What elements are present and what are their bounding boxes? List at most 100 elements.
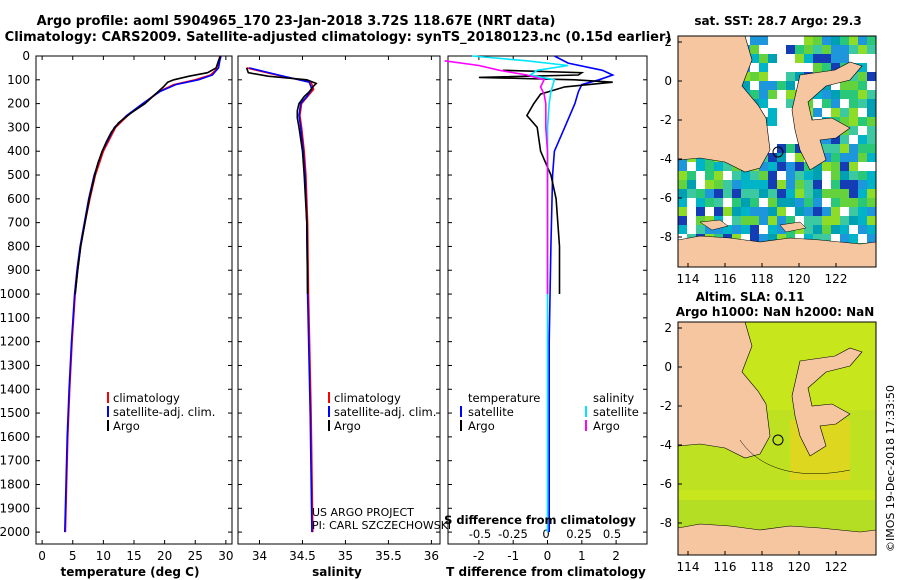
sst-pixel (705, 180, 714, 189)
depth-tick-label: 0 (22, 49, 30, 63)
sst-pixel (867, 90, 876, 99)
sst-pixel (723, 180, 732, 189)
sst-pixel (849, 99, 858, 108)
title-line-1: Argo profile: aoml 5904965_170 23-Jan-20… (37, 14, 556, 29)
sst-pixel (777, 198, 786, 207)
map-x-tick-label: 120 (788, 272, 811, 286)
sst-pixel (858, 153, 867, 162)
sst-pixel (849, 180, 858, 189)
sst-pixel (714, 198, 723, 207)
sst-pixel (858, 72, 867, 81)
sst-pixel (813, 234, 822, 243)
map2-frame (677, 321, 877, 556)
legend-s-argo: Argo (593, 419, 620, 433)
sst-pixel (858, 225, 867, 234)
sst-pixel (822, 54, 831, 63)
x-tick-label: 10 (96, 549, 111, 563)
sst-pixel (759, 207, 768, 216)
map-y-tick-label: -6 (660, 191, 672, 205)
map-y-tick-label: 2 (664, 321, 672, 335)
x-tick-label: 0 (38, 549, 46, 563)
depth-tick-label: 1900 (0, 501, 30, 515)
sst-pixel (741, 225, 750, 234)
legend-s-satellite: satellite (593, 405, 639, 419)
sst-pixel (696, 198, 705, 207)
sst-pixel (786, 216, 795, 225)
map-x-tick-label: 120 (788, 560, 811, 574)
sst-pixel (804, 54, 813, 63)
sst-pixel (840, 234, 849, 243)
sst-pixel (867, 180, 876, 189)
salinity-legend: climatology satellite-adj. clim. Argo (328, 391, 436, 433)
sst-pixel (786, 171, 795, 180)
sst-pixel (768, 207, 777, 216)
depth-tick-label: 800 (7, 239, 30, 253)
salinity-axis-label: salinity (312, 565, 362, 579)
sst-pixel (813, 36, 822, 45)
sst-pixel (831, 216, 840, 225)
legend-swatch-s-satellite (585, 406, 587, 417)
sst-pixel (849, 162, 858, 171)
map-y-tick-label: -8 (660, 230, 672, 244)
difference-series-s-satellite (471, 55, 569, 533)
map-x-tick-label: 116 (714, 560, 737, 574)
sst-pixel (858, 144, 867, 153)
sst-pixel (822, 216, 831, 225)
temperature-series-argo (74, 55, 222, 295)
sst-pixel (840, 216, 849, 225)
sst-pixel (714, 171, 723, 180)
depth-tick-label: 200 (7, 97, 30, 111)
x-tick-label: -1 (507, 549, 519, 563)
sst-pixel (759, 63, 768, 72)
sst-pixel (831, 144, 840, 153)
x-tick-label: 35.5 (375, 549, 402, 563)
sst-pixel (795, 45, 804, 54)
sst-pixel (714, 162, 723, 171)
sst-pixel (804, 36, 813, 45)
sst-pixel (741, 189, 750, 198)
map-x-tick-label: 116 (714, 272, 737, 286)
sst-pixel (849, 126, 858, 135)
sst-pixel (786, 180, 795, 189)
sst-pixel (858, 90, 867, 99)
sst-pixel (867, 45, 876, 54)
map-x-tick-label: 114 (677, 560, 700, 574)
sst-pixel (867, 171, 876, 180)
legend-swatch-t-satellite (460, 406, 462, 417)
sst-pixel (813, 108, 822, 117)
sst-pixel (786, 72, 795, 81)
bathymetry-contour (739, 439, 851, 474)
sst-pixel (840, 90, 849, 99)
legend-swatch-satellite (107, 406, 109, 417)
sst-pixel (732, 198, 741, 207)
sst-pixel (858, 198, 867, 207)
sst-pixel (840, 171, 849, 180)
sst-pixel (750, 180, 759, 189)
salinity-panel (237, 55, 441, 545)
sst-pixel (750, 54, 759, 63)
sst-pixel (822, 144, 831, 153)
sst-pixel (867, 234, 876, 243)
sst-pixel (696, 225, 705, 234)
sst-pixel (795, 54, 804, 63)
sst-pixel (777, 162, 786, 171)
sst-pixel (678, 207, 687, 216)
map-y-tick-label: -4 (660, 438, 672, 452)
sst-pixel (804, 198, 813, 207)
sst-pixel (759, 54, 768, 63)
map-x-tick-label: 118 (751, 272, 774, 286)
legend-swatch-argo (328, 420, 330, 431)
sst-pixel (723, 189, 732, 198)
map-y-tick-label: -2 (660, 399, 672, 413)
borneo-landmass (678, 36, 771, 173)
t-difference-axis-label: T difference from climatology (446, 565, 646, 579)
sst-pixel (678, 216, 687, 225)
sst-pixel (678, 225, 687, 234)
sst-pixel (813, 45, 822, 54)
sst-pixel (777, 216, 786, 225)
sst-pixel (867, 126, 876, 135)
sst-pixel (795, 198, 804, 207)
sst-pixel (849, 45, 858, 54)
sst-pixel (840, 198, 849, 207)
